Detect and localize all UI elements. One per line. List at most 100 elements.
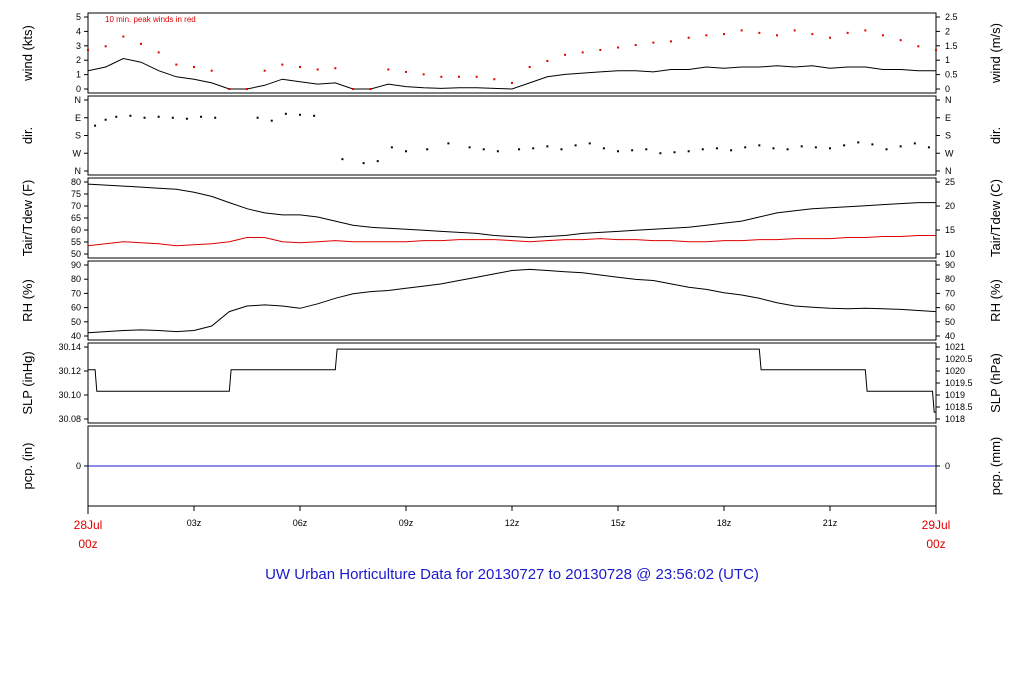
y-tick-label-pressure: 30.12 (58, 366, 81, 376)
y-tick-label-direction: N (75, 166, 82, 176)
y-tick-label-temperature: 55 (71, 237, 81, 247)
direction-point (617, 150, 619, 153)
peak-wind-point (687, 36, 690, 39)
direction-point (284, 112, 287, 115)
peak-wind-point (405, 70, 407, 73)
direction-point (814, 146, 817, 149)
direction-point (800, 145, 803, 148)
direction-point (482, 148, 485, 151)
peak-wind-point (740, 29, 743, 32)
direction-point (468, 146, 471, 149)
peak-wind-point (87, 48, 89, 51)
peak-wind-point (493, 78, 496, 81)
peak-wind-point (193, 66, 195, 69)
peak-wind-point (157, 51, 160, 54)
direction-point (143, 116, 146, 119)
peak-wind-point (422, 73, 425, 76)
direction-point (426, 148, 429, 151)
peak-wind-point (811, 33, 814, 36)
y-tick-label-temperature: 50 (71, 249, 81, 259)
y-axis-label-right-humidity: RH (%) (988, 279, 1003, 322)
x-tick-label: 21z (823, 518, 838, 528)
y-axis-label-right-pressure: SLP (hPa) (988, 353, 1003, 413)
y-tick-label-right-direction: S (945, 131, 951, 141)
peak-wind-point (528, 66, 531, 69)
direction-point (885, 148, 888, 151)
y-tick-label-humidity: 90 (71, 260, 81, 270)
peak-wind-point (263, 69, 266, 72)
direction-point (602, 147, 605, 150)
y-tick-label-wind: 1 (76, 70, 81, 80)
direction-point (115, 115, 118, 118)
x-tick-label: 15z (611, 518, 626, 528)
peak-wind-point (334, 67, 337, 70)
y-tick-label-right-precipitation: 0 (945, 461, 950, 471)
y-tick-label-right-humidity: 50 (945, 317, 955, 327)
direction-point (256, 116, 259, 119)
y-axis-label-direction: dir. (20, 127, 35, 144)
y-tick-label-direction: S (75, 131, 81, 141)
peak-wind-point (705, 34, 708, 37)
x-start-date: 28Jul (74, 518, 103, 532)
direction-point (94, 124, 97, 127)
x-end-date: 29Jul (922, 518, 951, 532)
direction-point (532, 147, 535, 150)
y-tick-label-right-pressure: 1020 (945, 366, 965, 376)
direction-point (157, 115, 160, 118)
y-tick-label-direction: N (75, 95, 82, 105)
peak-wind-point (723, 33, 725, 36)
peak-wind-point (440, 75, 443, 78)
y-tick-label-right-pressure: 1019 (945, 390, 965, 400)
direction-point (405, 150, 407, 153)
direction-point (129, 114, 132, 117)
direction-point (829, 147, 831, 150)
direction-point (518, 148, 521, 151)
direction-point (871, 143, 874, 146)
direction-point (758, 144, 761, 147)
y-tick-label-wind: 3 (76, 41, 81, 51)
y-tick-label-humidity: 70 (71, 288, 81, 298)
y-tick-label-pressure: 30.10 (58, 390, 81, 400)
y-tick-label-wind: 0 (76, 84, 81, 94)
y-tick-label-direction: W (73, 148, 82, 158)
peak-wind-point (564, 53, 566, 56)
direction-point (772, 147, 775, 150)
y-tick-label-right-humidity: 60 (945, 303, 955, 313)
peak-wind-point (546, 59, 549, 62)
y-tick-label-humidity: 80 (71, 274, 81, 284)
y-tick-label-temperature: 75 (71, 189, 81, 199)
peak-wind-point (846, 31, 849, 34)
peak-wind-point (175, 63, 178, 66)
direction-point (560, 148, 563, 151)
direction-point (857, 141, 860, 144)
y-tick-label-right-direction: E (945, 113, 951, 123)
direction-point (214, 116, 217, 119)
y-tick-label-temperature: 65 (71, 213, 81, 223)
peak-wind-point (387, 68, 390, 71)
panel-frame-temperature (87, 177, 937, 259)
direction-point (447, 142, 450, 145)
x-tick-label: 12z (505, 518, 520, 528)
direction-point (546, 145, 549, 148)
x-tick-label: 03z (187, 518, 202, 528)
direction-point (270, 119, 273, 122)
direction-point (200, 115, 203, 118)
y-tick-label-right-wind: 2.5 (945, 12, 958, 22)
direction-point (588, 142, 591, 145)
y-axis-label-pressure: SLP (inHg) (20, 351, 35, 414)
peak-wind-point (369, 88, 372, 90)
y-tick-label-right-pressure: 1020.5 (945, 354, 973, 364)
y-tick-label-right-pressure: 1019.5 (945, 378, 973, 388)
y-tick-label-direction: E (75, 113, 81, 123)
peak-wind-point (670, 40, 672, 43)
peak-wind-point (511, 81, 513, 84)
y-tick-label-right-pressure: 1021 (945, 342, 965, 352)
y-tick-label-right-temperature: 10 (945, 249, 955, 259)
y-tick-label-humidity: 60 (71, 303, 81, 313)
y-tick-label-right-wind: 1 (945, 55, 950, 65)
peak-wind-point (458, 75, 460, 78)
direction-point (927, 146, 930, 149)
direction-point (913, 142, 916, 145)
peak-wind-point (210, 69, 213, 72)
